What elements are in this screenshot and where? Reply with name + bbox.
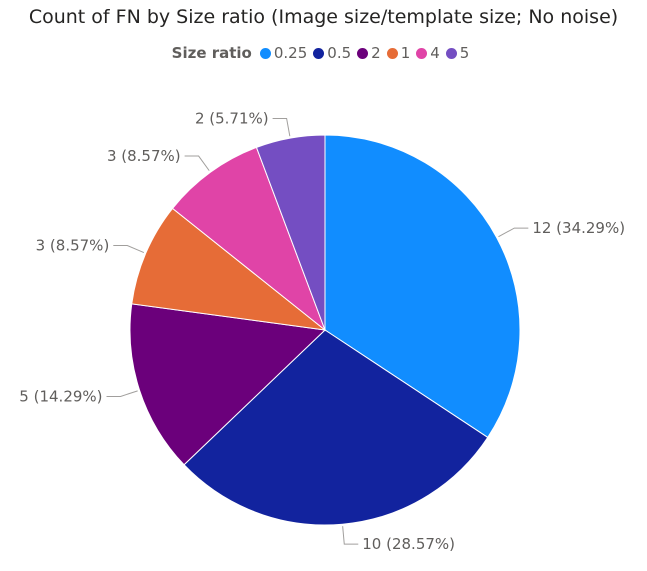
data-label: 12 (34.29%): [532, 219, 625, 237]
pie-slice-5[interactable]: [255, 134, 326, 331]
legend-label: 1: [400, 44, 411, 62]
legend-swatch: [313, 47, 325, 59]
legend-item-2[interactable]: 2: [357, 44, 381, 62]
legend-label: 4: [430, 44, 440, 62]
leader-line: [342, 526, 359, 545]
leader-line: [272, 117, 291, 137]
data-label: 3 (8.57%): [107, 147, 181, 165]
legend-swatch: [416, 47, 428, 59]
leader-line: [113, 244, 145, 254]
pie-slice-4[interactable]: [171, 146, 327, 332]
legend-swatch: [357, 47, 369, 59]
legend-swatch: [259, 47, 271, 59]
data-label: 2 (5.71%): [195, 109, 269, 127]
legend-item-0-25[interactable]: 0.25: [259, 44, 308, 62]
chart-title: Count of FN by Size ratio (Image size/te…: [28, 6, 619, 28]
legend-swatch: [386, 47, 398, 59]
legend-label: 5: [459, 44, 470, 62]
legend-label: 0.5: [327, 44, 352, 62]
legend-swatch: [445, 47, 457, 59]
legend-label: 0.25: [273, 44, 308, 62]
legend-items: 0.25 0.5 2 1 4 5: [259, 44, 475, 62]
leader-line: [184, 155, 210, 171]
data-label: 3 (8.57%): [36, 236, 110, 254]
leader-line: [106, 390, 138, 397]
data-label: 10 (28.57%): [362, 535, 455, 553]
legend-title: Size ratio: [171, 44, 252, 62]
chart-legend: Size ratio 0.25 0.5 2 1 4 5: [0, 44, 647, 62]
legend-item-0-5[interactable]: 0.5: [313, 44, 351, 62]
legend-label: 2: [371, 44, 381, 62]
leader-line: [498, 227, 529, 238]
legend-item-4[interactable]: 4: [416, 44, 440, 62]
legend-item-1[interactable]: 1: [386, 44, 411, 62]
pie-slice-1[interactable]: [131, 207, 327, 331]
pie-slice-0-5[interactable]: [183, 329, 489, 526]
legend-item-5[interactable]: 5: [445, 44, 470, 62]
pie-slice-2[interactable]: [129, 303, 327, 466]
data-label: 5 (14.29%): [19, 387, 102, 405]
